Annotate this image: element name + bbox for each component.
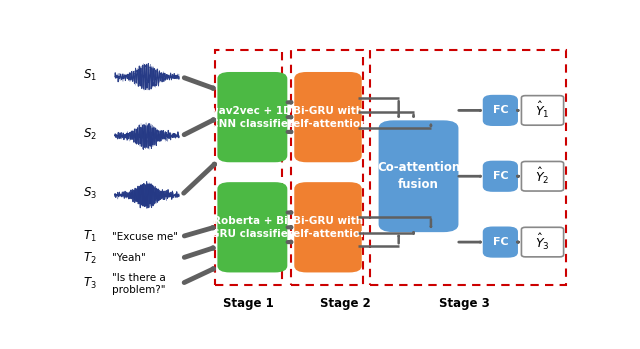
Text: Stage 2: Stage 2 <box>320 297 371 310</box>
Text: $S_1$: $S_1$ <box>83 68 97 83</box>
Text: FC: FC <box>493 237 508 247</box>
FancyBboxPatch shape <box>483 95 518 126</box>
FancyBboxPatch shape <box>218 72 287 162</box>
Text: $T_2$: $T_2$ <box>83 251 97 266</box>
Text: $T_3$: $T_3$ <box>83 276 97 291</box>
Text: Bi-GRU with
self-attention: Bi-GRU with self-attention <box>288 216 368 239</box>
Bar <box>370 50 566 285</box>
Text: $S_2$: $S_2$ <box>83 127 97 142</box>
Bar <box>291 50 363 285</box>
Text: FC: FC <box>493 171 508 181</box>
Text: $\hat{Y}_2$: $\hat{Y}_2$ <box>535 166 550 186</box>
FancyBboxPatch shape <box>522 96 564 125</box>
Text: "Yeah": "Yeah" <box>112 253 146 263</box>
Text: $T_1$: $T_1$ <box>83 229 97 244</box>
Text: "Excuse me": "Excuse me" <box>112 232 178 242</box>
FancyBboxPatch shape <box>522 227 564 257</box>
Text: FC: FC <box>493 105 508 116</box>
Text: Stage 3: Stage 3 <box>439 297 490 310</box>
Text: wav2vec + 1D-
CNN classifier: wav2vec + 1D- CNN classifier <box>209 105 296 129</box>
Text: Roberta + Bi-
GRU classifier: Roberta + Bi- GRU classifier <box>211 216 293 239</box>
FancyBboxPatch shape <box>483 161 518 192</box>
Text: "Is there a
problem?": "Is there a problem?" <box>112 273 166 295</box>
Text: Stage 1: Stage 1 <box>223 297 274 310</box>
Text: Bi-GRU with
self-attention: Bi-GRU with self-attention <box>288 105 368 129</box>
Text: Co-attention
fusion: Co-attention fusion <box>377 161 460 191</box>
FancyBboxPatch shape <box>294 72 362 162</box>
FancyBboxPatch shape <box>483 227 518 258</box>
Text: $\hat{Y}_1$: $\hat{Y}_1$ <box>535 100 550 120</box>
Text: $\hat{Y}_3$: $\hat{Y}_3$ <box>535 232 550 252</box>
FancyBboxPatch shape <box>379 120 458 232</box>
Text: $S_3$: $S_3$ <box>83 186 97 201</box>
FancyBboxPatch shape <box>294 182 362 273</box>
FancyBboxPatch shape <box>218 182 287 273</box>
Bar <box>215 50 282 285</box>
FancyBboxPatch shape <box>522 162 564 191</box>
